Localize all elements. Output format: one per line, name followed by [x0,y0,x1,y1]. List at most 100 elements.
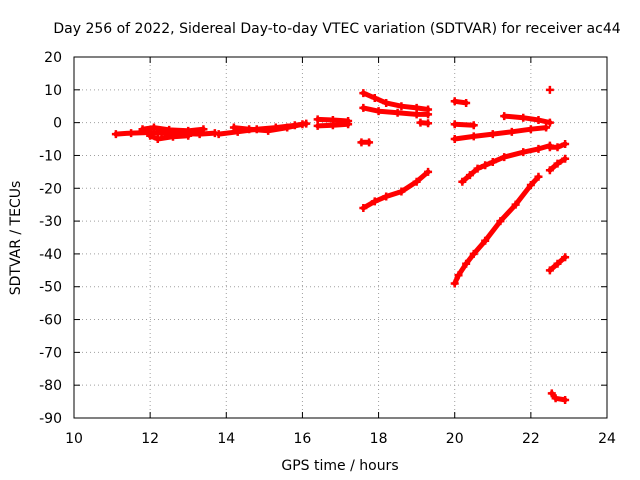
series-arc-18 [450,172,543,288]
data-point [545,143,554,152]
chart-title: Day 256 of 2022, Sidereal Day-to-day VTE… [53,21,620,37]
chart-data-layer [111,85,570,404]
data-point [488,158,497,167]
data-point [473,164,482,173]
data-point [199,125,208,134]
data-point [545,118,554,127]
y-tick-label: 10 [44,83,62,99]
data-point [344,120,353,129]
data-point [283,123,292,132]
data-point [359,203,368,212]
y-axis-label: SDTVAR / TECUs [8,181,24,296]
data-point [561,253,570,262]
x-tick-label: 10 [65,431,83,447]
data-point [359,89,368,98]
series-arc-8 [359,89,433,114]
data-point [500,112,509,121]
series-point-1 [545,85,554,94]
x-tick-label: 16 [294,431,312,447]
y-tick-labels: 20 10 0 -10 -20 -30 -40 -50 -60 -70 -80 -90 [39,50,62,427]
y-tick-label: -70 [39,345,62,361]
data-point [416,118,425,127]
data-point [519,148,528,157]
data-point [165,125,174,134]
y-tick-label: -20 [39,181,62,197]
data-point [561,154,570,163]
data-point [382,98,391,107]
series-arc-14 [450,120,478,130]
data-point [500,153,509,162]
x-axis-label: GPS time / hours [281,458,398,474]
data-point [454,271,463,280]
series-arc-22 [547,389,570,404]
x-tick-label: 18 [370,431,388,447]
data-point [507,127,516,136]
data-point [553,143,562,152]
data-point [450,135,459,144]
data-point [519,113,528,122]
x-tick-labels: 10 12 14 16 18 20 22 24 [65,431,616,447]
y-tick-label: -90 [39,411,62,427]
data-point [534,116,543,125]
data-point [469,132,478,141]
data-point [526,180,535,189]
data-point [374,107,383,116]
series-arc-11 [357,138,374,147]
data-point [138,125,147,134]
data-point [298,120,307,129]
data-point [412,177,421,186]
data-point [359,103,368,112]
data-point [382,192,391,201]
data-point [465,171,474,180]
y-tick-label: 0 [53,116,62,132]
series-arc-10 [416,118,433,128]
data-point [545,166,554,175]
series-arc-21 [545,253,570,275]
data-point [214,130,223,139]
y-tick-label: -10 [39,148,62,164]
y-tick-label: -60 [39,313,62,329]
data-point [111,130,120,139]
data-point [458,177,467,186]
data-point [397,187,406,196]
series-arc-12 [359,167,433,212]
x-tick-label: 22 [522,431,540,447]
series-arc-17 [458,141,554,186]
y-tick-label: -40 [39,247,62,263]
data-point [450,279,459,288]
series-arc-20 [545,154,570,175]
data-point [462,98,471,107]
axis-ticks [73,56,608,419]
series-arc-3 [146,131,193,144]
data-point [424,167,433,176]
data-point [534,172,543,181]
series-arc-7 [313,120,353,130]
y-tick-label: -80 [39,378,62,394]
data-point [370,94,379,103]
data-point [127,129,136,138]
data-point [551,394,560,403]
data-point [542,123,551,132]
series-arc-13 [450,97,471,107]
data-point [357,138,366,147]
data-point [328,121,337,130]
data-point [153,135,162,144]
data-point [496,217,505,226]
data-point [553,259,562,268]
data-point [553,159,562,168]
data-point [365,138,374,147]
data-point [245,125,254,134]
series-line [147,133,191,142]
data-point [545,266,554,275]
data-point [469,249,478,258]
data-point [370,197,379,206]
series-arc-19 [545,139,570,152]
data-point [462,259,471,268]
data-point [149,123,158,132]
data-point [561,395,570,404]
plot-frame [73,56,608,419]
series-arc-5 [229,120,307,135]
data-point [534,144,543,153]
data-point [424,119,433,128]
data-point [184,131,193,140]
